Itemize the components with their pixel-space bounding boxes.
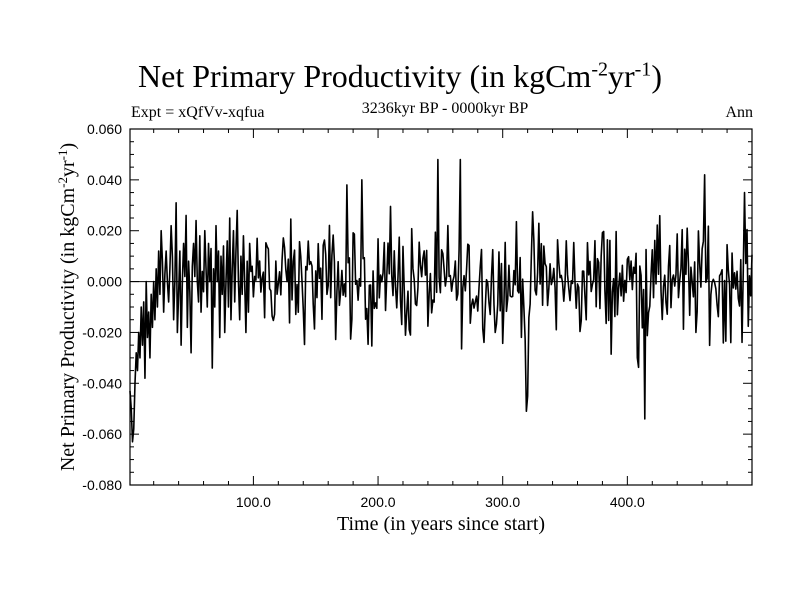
x-tick-label: 200.0 xyxy=(361,494,396,510)
axis-ticks xyxy=(130,128,752,486)
x-tick-labels: 100.0 200.0 300.0 400.0 xyxy=(236,494,645,510)
plot-frame xyxy=(129,128,753,486)
y-axis-label: Net Primary Productivity (in kgCm-2yr-1) xyxy=(55,143,80,471)
y-tick-label: -0.040 xyxy=(82,375,122,391)
y-tick-label: 0.060 xyxy=(87,121,122,137)
y-tick-label: -0.060 xyxy=(82,426,122,442)
experiment-label: Expt = xQfVv-xqfua xyxy=(131,104,265,121)
series-line-npp xyxy=(129,158,753,443)
y-tick-labels: -0.080 -0.060 -0.040 -0.020 0.000 0.020 0.040 0… xyxy=(82,121,122,493)
x-axis-label: Time (in years since start) xyxy=(337,513,545,535)
y-tick-label: -0.080 xyxy=(82,477,122,493)
chart-subtitle: 3236kyr BP - 0000kyr BP xyxy=(361,100,529,117)
y-axis-label-end: ) xyxy=(57,143,79,150)
x-tick-label: 400.0 xyxy=(610,494,645,510)
x-tick-label: 300.0 xyxy=(485,494,520,510)
y-axis-label-mid: yr xyxy=(57,160,79,177)
chart-title: Net Primary Productivity (in kgCm-2yr-1) xyxy=(138,58,662,94)
y-axis-label-sup2: -1 xyxy=(55,150,70,161)
y-tick-label: 0.000 xyxy=(87,274,122,290)
y-tick-label: 0.020 xyxy=(87,223,122,239)
y-tick-label: 0.040 xyxy=(87,172,122,188)
y-tick-label: -0.020 xyxy=(82,324,122,340)
y-axis-label-main: Net Primary Productivity (in kgCm xyxy=(57,187,79,471)
y-axis-label-sup1: -2 xyxy=(55,177,70,188)
x-tick-label: 100.0 xyxy=(236,494,271,510)
season-label: Ann xyxy=(725,104,753,121)
series-layer xyxy=(129,158,753,443)
